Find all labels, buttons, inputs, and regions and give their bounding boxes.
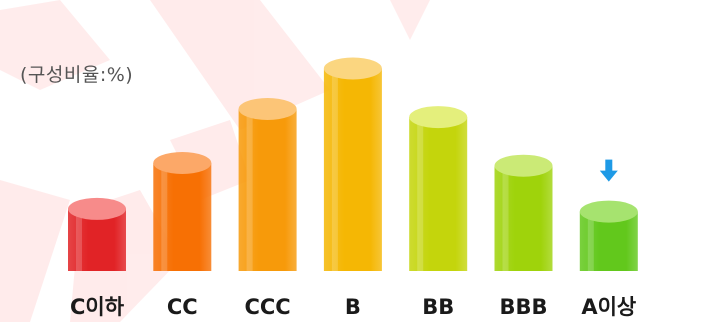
category-label: BBB [499,295,547,319]
bar-highlight [502,165,509,271]
bar-cap [494,154,553,177]
annotation-layer [599,159,618,182]
category-label: CCC [244,295,290,319]
bars-layer [68,57,638,271]
bar-highlight [417,117,424,271]
bar-highlight [246,109,253,271]
bar-highlight [76,208,82,271]
bar-6 [494,154,553,271]
bar-4 [323,57,382,271]
category-label: B [345,295,361,319]
category-label: C이하 [70,295,125,319]
bar-highlight [587,211,594,271]
bar-3 [238,98,297,271]
bar-body [323,68,382,271]
unit-label: (구성비율:%) [20,64,134,86]
bar-5 [409,106,468,271]
category-labels: C이하 CC CCC B BB BBB A이상 [70,295,636,319]
bar-cap [579,200,638,223]
bar-2 [153,152,212,271]
bar-cap [409,106,468,129]
bar-7 [579,200,638,271]
bar-cap [238,98,297,120]
bar-body [409,117,468,271]
category-label: A이상 [581,295,636,319]
bar-cap [323,57,382,80]
down-arrow-icon [599,159,618,182]
bar-1 [68,197,126,271]
category-label: BB [422,295,454,319]
bar-highlight [161,163,168,271]
bar-body [238,109,297,271]
bar-cap [68,197,126,220]
bar-cap [153,152,212,174]
bar-body [153,163,212,271]
bar-body [494,165,553,271]
bar-highlight [331,68,338,271]
category-label: CC [167,295,198,319]
